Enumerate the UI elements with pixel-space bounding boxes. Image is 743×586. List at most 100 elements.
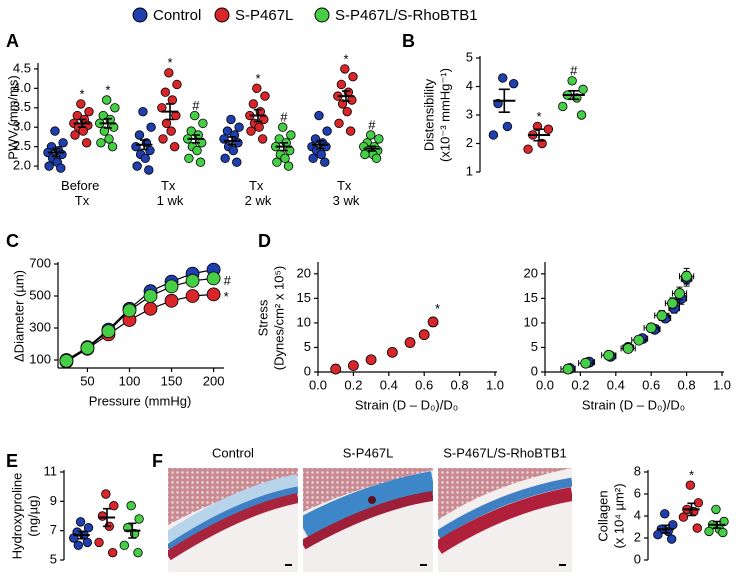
- x-axis-label: Strain (D – D₀)/D₀: [355, 397, 458, 412]
- data-point: [488, 130, 499, 140]
- data-point: [158, 134, 168, 144]
- data-point: [167, 95, 178, 105]
- significance-mark: #: [368, 117, 376, 132]
- y-tick-label: 5: [50, 551, 57, 566]
- data-point: [190, 110, 200, 121]
- x-tick-label: 150: [161, 373, 183, 388]
- error-bar: [77, 530, 86, 540]
- data-point: [184, 153, 194, 164]
- data-point: [366, 130, 376, 140]
- data-point: [653, 530, 663, 540]
- x-tick-label: 0.2: [344, 377, 362, 392]
- legend-label: S-P467L/S-RhoBTB1: [335, 7, 478, 24]
- data-point: [81, 138, 92, 148]
- x-tick-label: 0.6: [415, 377, 433, 392]
- y-tick-label: 3.5: [13, 99, 31, 114]
- data-point: [126, 501, 136, 511]
- data-point: [219, 134, 229, 144]
- error-bar: [533, 128, 545, 142]
- error-bar: [165, 103, 175, 121]
- data-point: [234, 122, 244, 132]
- y-tick-label: 2: [634, 529, 641, 544]
- y-tick-label: 700: [29, 255, 51, 270]
- error-bar: [102, 507, 112, 528]
- data-point: [145, 145, 155, 156]
- data-point: [192, 145, 202, 156]
- data-point: [59, 353, 74, 368]
- data-point: [246, 126, 256, 136]
- error-bar: [139, 139, 149, 151]
- y-tick-label: 7: [50, 522, 57, 537]
- data-point: [107, 547, 118, 558]
- y-tick-label: 3: [466, 106, 473, 121]
- data-point: [198, 118, 208, 129]
- significance-mark: *: [689, 468, 694, 483]
- data-point: [185, 273, 200, 288]
- data-point: [166, 126, 176, 136]
- panel-letter: D: [258, 231, 271, 251]
- data-point: [558, 101, 568, 112]
- data-point: [660, 509, 670, 519]
- error-bar: [315, 140, 325, 150]
- x-tick-label: 0.0: [309, 377, 327, 392]
- data-point: [72, 110, 83, 121]
- x-tick-label: 0.8: [451, 377, 469, 392]
- error-bar: [341, 90, 351, 102]
- significance-mark: #: [224, 273, 232, 288]
- y-axis-label: ΔDiameter (µm): [11, 270, 26, 362]
- y-tick-label: 20: [297, 265, 311, 280]
- data-point: [685, 480, 696, 490]
- data-point: [84, 106, 94, 117]
- y-tick-label: 0: [531, 363, 538, 378]
- data-point: [314, 110, 324, 121]
- y-axis-label: Collagen: [595, 490, 610, 541]
- error-bar: [191, 134, 201, 144]
- data-point: [220, 153, 230, 164]
- error-bar: [279, 141, 289, 152]
- data-point: [678, 512, 689, 522]
- data-point: [427, 316, 439, 328]
- data-point: [226, 114, 236, 125]
- significance-mark: #: [570, 63, 578, 78]
- significance-mark: *: [435, 301, 440, 316]
- significance-mark: #: [280, 110, 288, 125]
- data-point: [97, 511, 108, 521]
- x-tick-label: Before Tx: [61, 178, 103, 208]
- significance-mark: *: [105, 82, 110, 97]
- histology-s-p467l-s-rhobtb1: [438, 468, 572, 572]
- data-point: [603, 349, 615, 361]
- significance-mark: #: [192, 98, 200, 113]
- x-tick-label: 0.2: [571, 377, 589, 392]
- data-point: [80, 341, 95, 355]
- y-tick-label: 500: [29, 287, 51, 302]
- data-point: [96, 138, 106, 148]
- data-point: [228, 145, 238, 156]
- data-point: [508, 78, 519, 89]
- data-point: [233, 138, 243, 148]
- data-point: [348, 71, 358, 82]
- data-point: [144, 165, 154, 175]
- data-point: [75, 517, 86, 527]
- y-tick-label: 2: [466, 135, 473, 150]
- data-point: [57, 149, 67, 160]
- image-title: Control: [212, 445, 254, 460]
- data-point: [222, 126, 233, 136]
- data-point: [109, 501, 119, 511]
- data-point: [578, 84, 588, 95]
- y-tick-label: 8: [634, 463, 641, 478]
- data-point: [286, 130, 296, 140]
- error-bar: [687, 502, 696, 517]
- data-point: [82, 537, 93, 548]
- legend-label: S-P467L: [235, 7, 293, 24]
- data-point: [272, 157, 282, 167]
- x-tick-label: 50: [80, 373, 94, 388]
- data-point: [667, 297, 678, 309]
- data-point: [567, 76, 577, 86]
- y-tick-label: 300: [29, 319, 51, 334]
- image-title: S-P467L: [343, 445, 394, 460]
- y-axis-label: (ng/µg): [25, 495, 40, 536]
- data-point: [523, 144, 533, 154]
- y-axis-label: PWV (mm/ms): [5, 75, 20, 159]
- panel-letter: A: [6, 31, 19, 51]
